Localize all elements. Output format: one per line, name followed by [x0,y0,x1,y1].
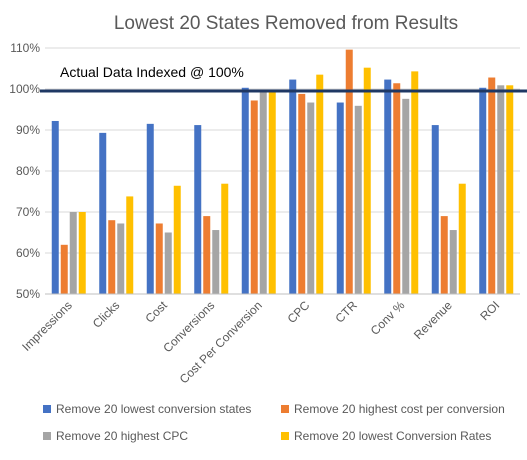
reference-line-label: Actual Data Indexed @ 100% [60,64,244,80]
bar [402,98,410,294]
legend: Remove 20 lowest conversion states Remove… [43,402,505,443]
bar [354,105,362,294]
bar [51,120,59,294]
bar [221,183,229,294]
bar [250,100,258,294]
y-tick-label: 110% [10,41,40,55]
y-axis-ticks: 50% 60% 70% 80% 90% 100% 110% [9,41,40,301]
bar [458,183,466,294]
bar [146,123,154,294]
legend-swatch [43,405,51,413]
bar [449,230,457,294]
bar [212,230,220,294]
bar [241,87,249,295]
bar [78,212,86,294]
chart-title: Lowest 20 States Removed from Results [114,13,458,34]
bar [440,216,448,294]
legend-swatch [281,432,289,440]
legend-label: Remove 20 lowest conversion states [56,402,251,416]
bar [268,91,276,294]
bar [411,71,419,295]
bar [259,91,267,295]
bar [108,220,116,294]
bar [506,85,514,294]
bar [289,79,297,294]
bar [488,77,496,295]
legend-label: Remove 20 highest CPC [56,429,188,443]
bar [298,93,306,294]
y-tick-label: 60% [16,246,40,260]
y-tick-label: 90% [16,123,40,137]
bar [194,125,202,294]
bar [316,74,324,295]
legend-swatch [43,432,51,440]
bar [497,85,505,294]
y-tick-label: 80% [16,164,40,178]
bar [155,223,163,294]
legend-label: Remove 20 highest cost per conversion [294,402,505,416]
bars [51,49,514,295]
bar [60,244,68,294]
bar [307,102,315,294]
bar [99,132,107,294]
bar [479,87,487,295]
legend-label: Remove 20 lowest Conversion Rates [294,429,491,443]
bar [363,67,371,295]
reference-line-group: Actual Data Indexed @ 100% [40,64,527,93]
y-tick-label: 100% [9,82,40,96]
bar [69,212,77,294]
bar [164,232,172,294]
y-tick-label: 50% [16,287,40,301]
bar [345,49,353,294]
bar [173,185,181,294]
bar [393,83,401,294]
bar [384,79,392,294]
bar [126,196,134,294]
bar [336,102,344,294]
legend-swatch [281,405,289,413]
y-tick-label: 70% [16,205,40,219]
bar [431,125,439,294]
bar [117,223,125,294]
bar [203,216,211,294]
